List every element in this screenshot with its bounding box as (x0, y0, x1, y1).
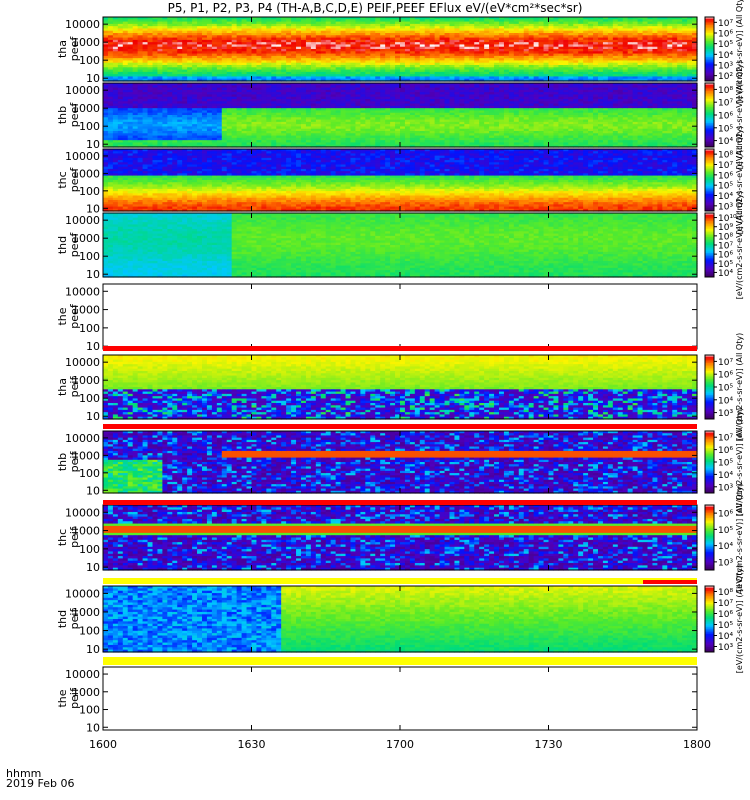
colorbar-tick-label: 10² (718, 72, 733, 82)
panel-label: thapeef (56, 36, 81, 62)
y-tick-label: 10000 (65, 18, 100, 31)
spectrogram-cells (103, 83, 698, 148)
colorbar-tick-label: 10⁷ (718, 19, 733, 29)
spectrogram-cells (103, 17, 698, 82)
colorbar-tick-label: 10⁴ (718, 51, 733, 61)
y-tick-label: 100 (79, 54, 100, 67)
colorbar-tick-label: 10⁵ (718, 40, 733, 50)
colorbar-tick-label: 10⁶ (718, 30, 733, 40)
colorbar-tick-label: 10³ (718, 62, 733, 72)
spectrogram-figure: 10²10³10⁴10⁵10⁶10⁷ [eV/(cm2-s-sr-eV)] (Al… (0, 0, 750, 800)
quantity-label: peef (68, 36, 81, 62)
